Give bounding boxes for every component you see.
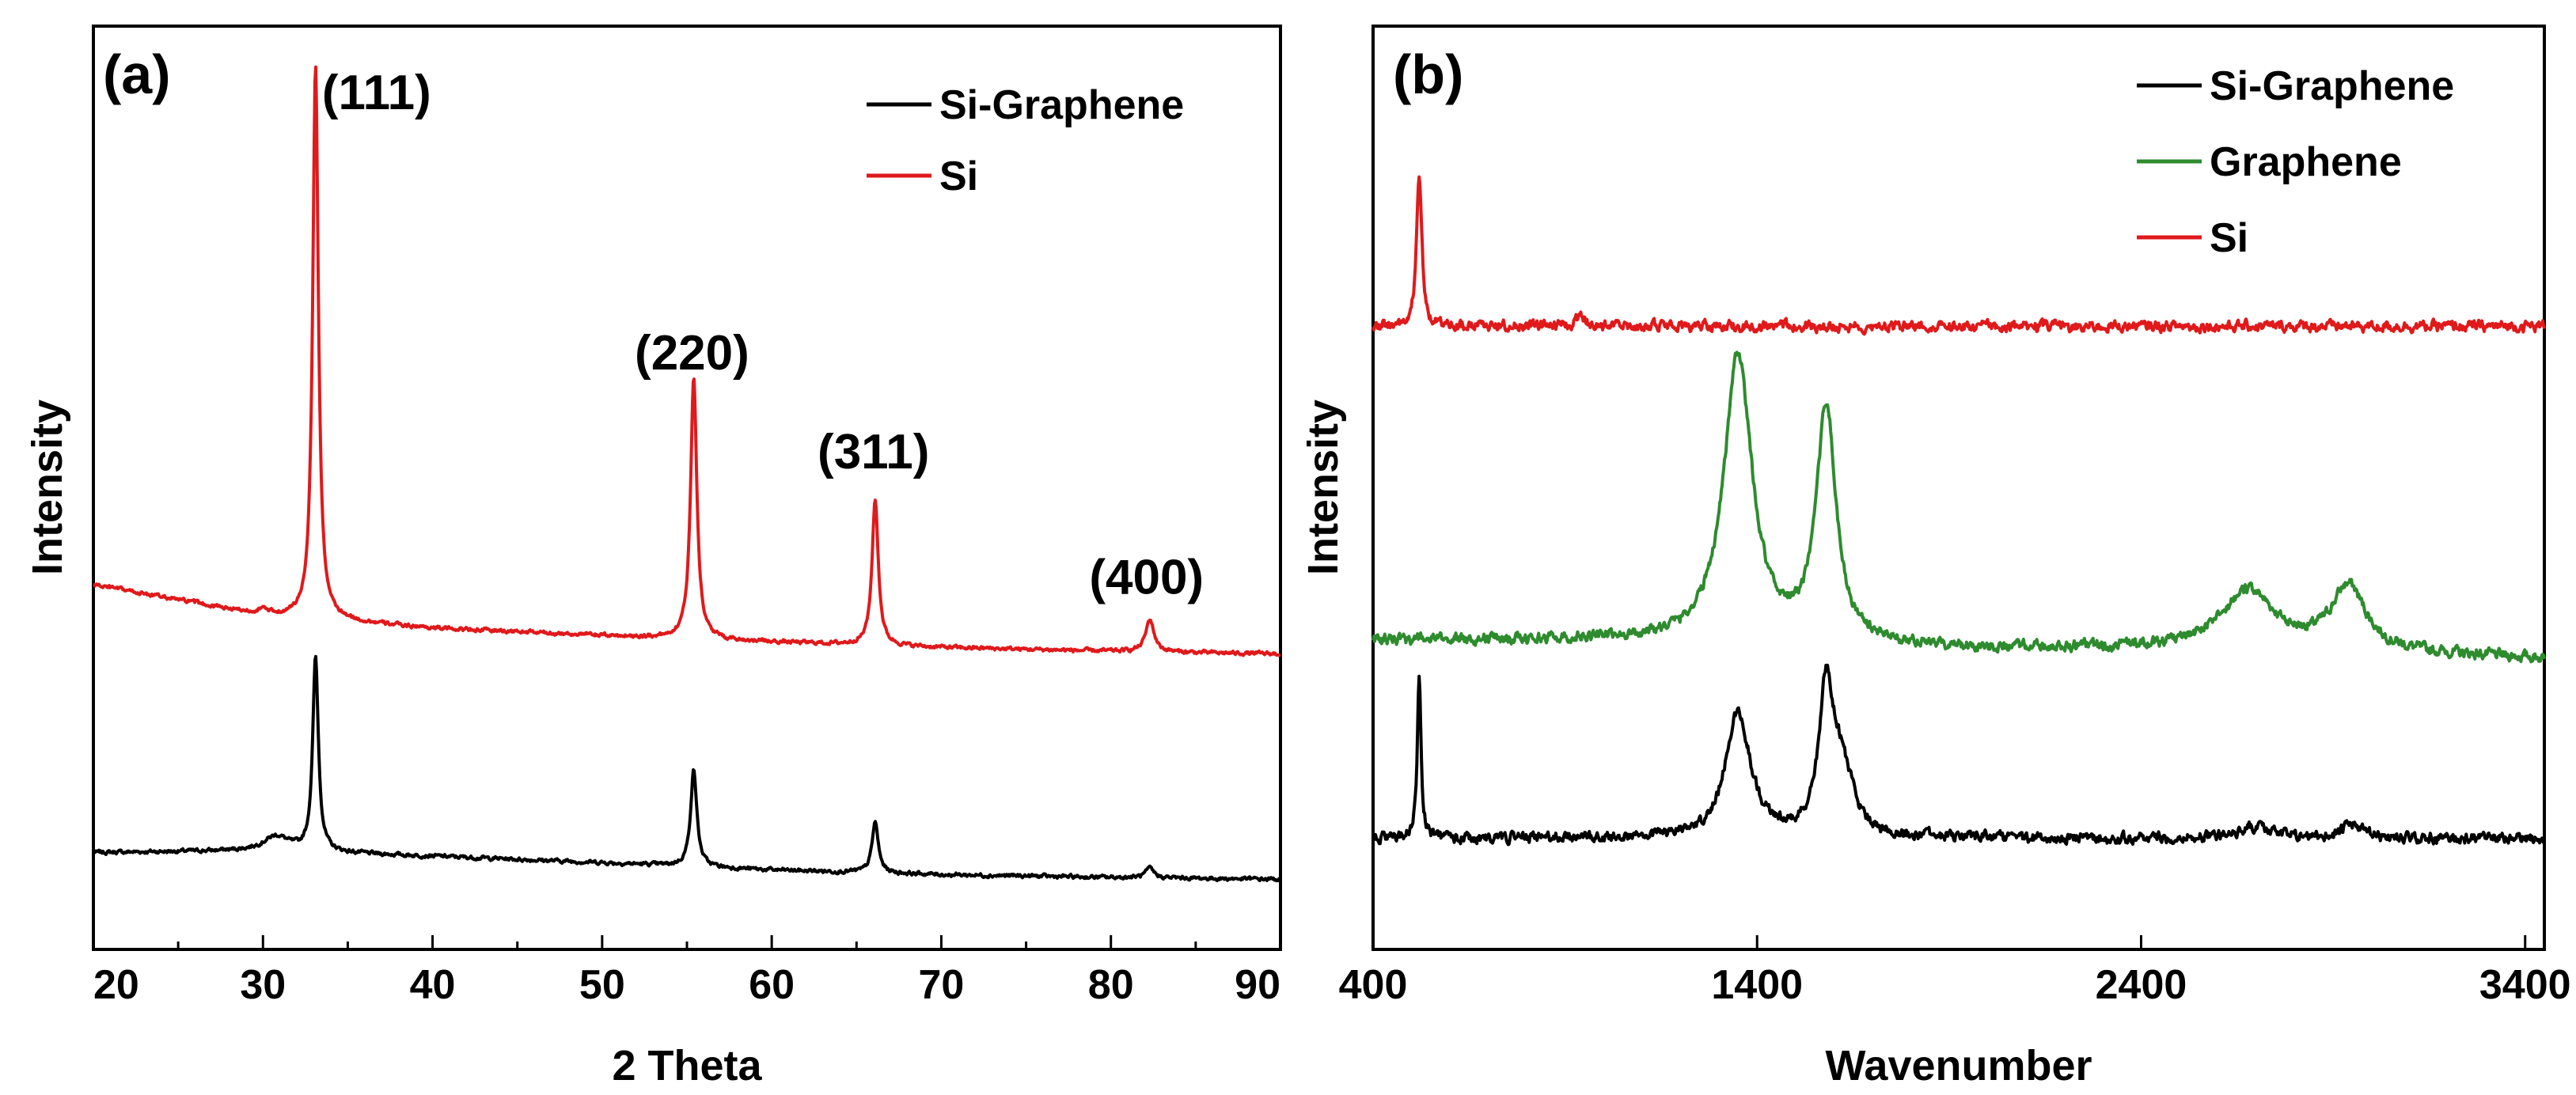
- series-line: [1371, 350, 2546, 664]
- legend-label: Graphene: [2210, 139, 2402, 185]
- x-tick-label: 40: [410, 962, 456, 1008]
- x-tick-label: 1400: [1711, 962, 1803, 1008]
- x-axis-title: 2 Theta: [612, 1042, 762, 1089]
- plot-frame: [1371, 25, 2546, 951]
- panel-a: 20 30 40 50 60 70 80 90 (111) (220) (311) (400) Si…: [24, 25, 1282, 1089]
- x-axis-title: Wavenumber: [1825, 1042, 2092, 1089]
- series-line: [93, 65, 1281, 657]
- x-ticks: [1371, 935, 2527, 949]
- panel-label: (a): [103, 44, 171, 105]
- panel-b: 400 1400 2400 3400 Si-Graphene Graphene Si (b…: [1299, 25, 2571, 1089]
- legend-label: Si-Graphene: [2210, 63, 2454, 109]
- series-line: [92, 654, 1282, 883]
- series-group: [1371, 175, 2546, 847]
- x-tick-label: 2400: [2096, 962, 2187, 1008]
- series-line: [1371, 175, 2546, 336]
- peak-label: (111): [322, 66, 431, 120]
- x-tick-label: 50: [579, 962, 625, 1008]
- series-group: [92, 65, 1282, 883]
- y-axis-title: Intensity: [24, 400, 71, 575]
- x-tick-label: 60: [749, 962, 795, 1008]
- panel-label: (b): [1393, 44, 1463, 105]
- x-tick-labels: 400 1400 2400 3400: [1339, 962, 2571, 1008]
- x-tick-label: 30: [240, 962, 286, 1008]
- peak-labels: (111) (220) (311) (400): [322, 66, 1204, 605]
- x-ticks: [92, 935, 1282, 949]
- peak-label: (400): [1089, 551, 1204, 605]
- y-axis-title: Intensity: [1299, 400, 1347, 575]
- legend-label: Si: [939, 153, 978, 199]
- series-line: [1371, 663, 2546, 847]
- x-tick-label: 20: [93, 962, 139, 1008]
- legend: Si-Graphene Si: [867, 82, 1184, 199]
- x-tick-label: 80: [1088, 962, 1134, 1008]
- legend-label: Si: [2210, 215, 2248, 261]
- x-tick-label: 70: [919, 962, 965, 1008]
- x-tick-label: 90: [1235, 962, 1280, 1008]
- legend: Si-Graphene Graphene Si: [2137, 63, 2454, 261]
- x-tick-labels: 20 30 40 50 60 70 80 90: [93, 962, 1280, 1008]
- legend-label: Si-Graphene: [939, 82, 1184, 128]
- x-tick-label: 3400: [2479, 962, 2571, 1008]
- peak-label: (311): [818, 425, 929, 479]
- plot-frame: [92, 25, 1282, 951]
- peak-label: (220): [635, 326, 749, 381]
- x-tick-label: 400: [1339, 962, 1408, 1008]
